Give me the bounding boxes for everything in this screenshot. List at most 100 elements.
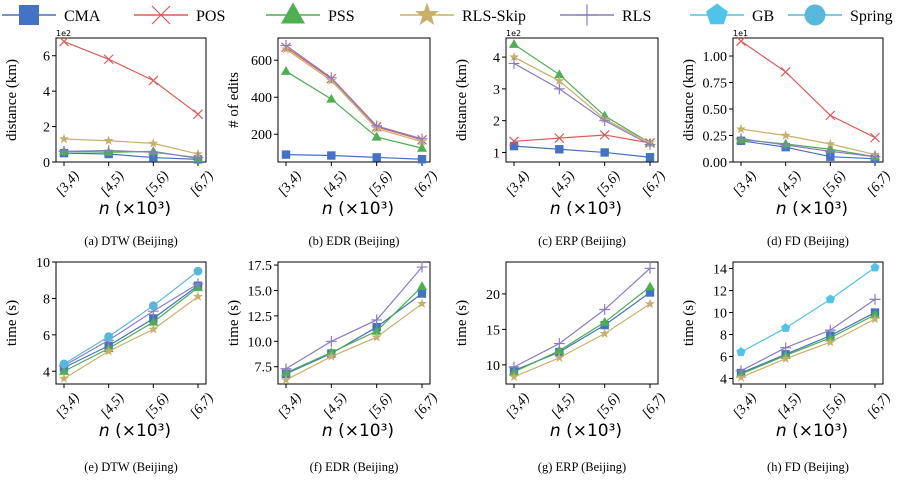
legend-marker — [804, 4, 826, 26]
data-point — [780, 353, 791, 363]
series-pss — [280, 66, 428, 152]
y-tick-label: 15.0 — [248, 284, 273, 299]
data-point — [326, 93, 337, 103]
data-point — [645, 153, 655, 162]
x-tick-label: [5,6) — [366, 168, 395, 199]
y-tick-label: 4 — [43, 365, 50, 380]
chart-caption: (f) EDR (Beijing) — [309, 460, 399, 474]
x-tick-label: [4,5) — [321, 390, 350, 421]
data-point — [736, 123, 746, 134]
data-point — [508, 361, 520, 373]
series-rls — [58, 278, 204, 372]
legend-item-rls: RLS — [560, 4, 651, 26]
x-tick-label: [5,6) — [594, 168, 623, 199]
series-line — [740, 140, 876, 160]
data-point — [509, 371, 519, 382]
y-tick-label: 0.00 — [703, 156, 728, 171]
y-tick-label: 6 — [43, 50, 50, 65]
series-line — [513, 134, 651, 144]
series-line — [63, 283, 199, 367]
series-line — [513, 43, 651, 144]
series-line — [740, 40, 876, 139]
chart-panel-1: 1e2 0 2 4 6 [3,4) [4,5) [5,6) [6,7) distance (km)… — [0, 29, 224, 223]
chart-caption: (b) EDR (Beijing) — [308, 234, 400, 248]
y-tick-label: 4 — [720, 373, 727, 388]
x-tick-label: [6,7) — [188, 168, 217, 199]
y-tick-label: 20 — [486, 288, 500, 303]
data-point — [553, 83, 565, 95]
x-tick-label: [6,7) — [412, 168, 441, 199]
y-tick-label: 0.25 — [703, 130, 728, 145]
plot-frame — [505, 261, 659, 385]
data-point — [281, 150, 291, 159]
y-tick-label: 12.5 — [248, 310, 273, 325]
x-axis-label: n (×10³) — [776, 421, 848, 441]
x-tick-label: [4,5) — [98, 390, 127, 421]
x-tick-label: [5,6) — [143, 168, 172, 199]
x-tick-label: [5,6) — [820, 168, 849, 199]
series-cma — [281, 150, 427, 164]
data-point — [509, 141, 519, 151]
y-tick-label: 2 — [43, 121, 50, 136]
chart-panel-2: 200 400 600 [3,4) [4,5) [5,6) [6,7) # of edits n… — [224, 37, 448, 223]
y-exponent-label: 1e2 — [506, 29, 521, 38]
series-line — [63, 40, 199, 115]
data-point — [192, 152, 204, 163]
series-rls — [508, 262, 656, 373]
legend-item-spring: Spring — [788, 4, 893, 26]
legend-item-rls-skip: RLS-Skip — [400, 2, 526, 26]
series-pos — [736, 36, 880, 143]
series-line — [513, 303, 651, 378]
data-point — [508, 58, 520, 69]
chart-caption: (a) DTW (Beijing) — [84, 234, 178, 248]
series-pss — [280, 281, 428, 377]
data-point — [869, 151, 881, 163]
series-line — [740, 267, 876, 353]
series-line — [740, 318, 876, 378]
data-point — [824, 324, 836, 336]
plot-frame — [732, 261, 884, 385]
data-point — [59, 373, 69, 383]
y-tick-label: 10 — [486, 359, 500, 374]
x-tick-label: [6,7) — [865, 168, 894, 199]
series-rls — [58, 145, 204, 163]
series-line — [63, 287, 199, 372]
plot-frame — [55, 261, 207, 385]
series-line — [513, 286, 651, 373]
series-line — [740, 314, 876, 375]
data-point — [193, 266, 203, 276]
y-tick-label: 0 — [43, 156, 50, 171]
data-point — [870, 262, 880, 272]
data-point — [148, 316, 159, 326]
series-rls-skip — [509, 298, 655, 382]
series-line — [513, 145, 651, 158]
plot-frame — [55, 37, 207, 163]
series-line — [63, 138, 199, 155]
y-tick-label: 4 — [43, 85, 50, 100]
data-point — [735, 133, 747, 145]
legend-label: RLS-Skip — [462, 8, 526, 25]
y-axis-label: distance (km) — [681, 59, 697, 141]
chart-panel-3: 1e2 1 2 3 4 [3,4) [4,5) [5,6) [6,7) distance (km)… — [450, 29, 674, 223]
y-tick-label: 3 — [493, 83, 500, 98]
plot-frame — [277, 37, 431, 163]
x-tick-label: [3,4) — [504, 390, 533, 421]
chart-panel-5: 4 6 8 10 [3,4) [4,5) [5,6) [6,7) time (s) n (×10³… — [0, 256, 224, 447]
y-tick-label: 1.00 — [703, 50, 728, 65]
data-point — [372, 153, 381, 162]
data-point — [869, 293, 881, 305]
y-tick-label: 0.75 — [703, 77, 728, 92]
y-axis-label: time (s) — [681, 300, 697, 346]
series-line — [285, 44, 423, 140]
data-point — [509, 136, 519, 147]
data-point — [326, 351, 337, 361]
data-point — [103, 135, 114, 145]
data-point — [325, 335, 337, 347]
chart-svg: 200 400 600 [3,4) [4,5) [5,6) [6,7) # of edits n… — [226, 37, 441, 219]
data-point — [825, 294, 835, 304]
y-exponent-label: 1e1 — [733, 29, 748, 38]
series-cma — [509, 141, 655, 162]
data-point — [193, 291, 203, 301]
legend-label: PSS — [328, 8, 355, 25]
data-point — [417, 298, 427, 308]
